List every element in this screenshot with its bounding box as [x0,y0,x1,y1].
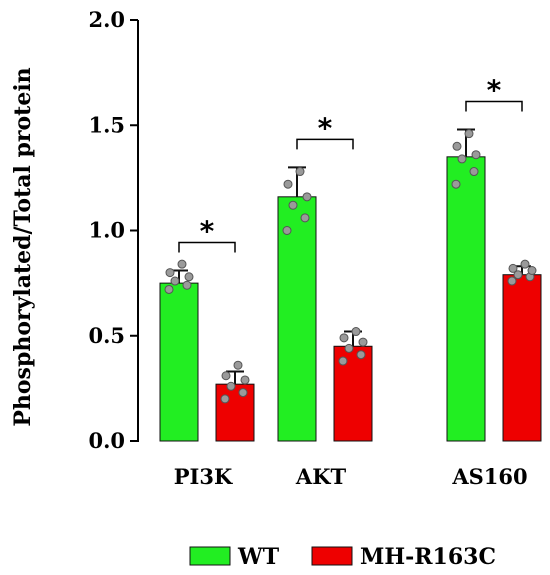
data-point [344,343,354,353]
legend-label: WT [237,544,280,570]
data-point [283,179,293,189]
bar-wt-pi3k [159,282,199,442]
data-points [164,129,537,404]
y-tick-label: 1.0 [88,218,125,243]
bar-mh-r163c-pi3k [215,383,255,442]
x-tick-label: AS160 [451,464,527,489]
data-point [295,167,305,177]
data-point [457,154,467,164]
data-point [469,167,479,177]
y-tick-label: 0.0 [88,428,125,453]
bar-wt-as160 [446,156,486,442]
significance-marker: * [487,73,502,106]
data-point [184,272,194,282]
data-point [300,213,310,223]
data-point [233,360,243,370]
data-point [182,280,192,290]
data-point [288,200,298,210]
significance-marker: * [318,111,333,144]
data-point [527,265,537,275]
y-tick-label: 1.5 [88,112,125,137]
y-tick-label: 0.5 [88,323,125,348]
data-point [513,270,523,280]
legend-swatch [189,546,231,566]
y-axis: 0.0 0.5 1.0 1.5 2.0 [88,7,139,453]
data-point [351,327,361,337]
significance-bracket [465,100,523,112]
significance-brackets: * * * [178,73,523,253]
significance-bracket [296,138,354,150]
data-point [221,371,231,381]
data-point [238,388,248,398]
data-point [451,179,461,189]
data-point [508,263,518,273]
y-tick-label: 2.0 [88,7,125,32]
data-point [507,276,517,286]
data-point [471,150,481,160]
data-point [356,350,366,360]
data-point [452,141,462,151]
data-point [339,333,349,343]
bar-wt-akt [277,196,317,442]
significance-bracket [178,241,236,253]
data-point [220,394,230,404]
data-point [358,337,368,347]
legend: WT MH-R163C [189,544,496,570]
x-tick-label: PI3K [174,464,233,489]
data-point [464,129,474,139]
legend-label: MH-R163C [360,544,496,570]
data-point [165,268,175,278]
data-point [338,356,348,366]
data-point [520,259,530,269]
significance-marker: * [200,214,215,247]
y-axis-label: Phosphorylated/Total protein [10,67,36,426]
data-point [282,226,292,235]
data-point [240,375,250,385]
bars [159,128,542,442]
data-point [302,192,312,202]
bar-mh-r163c-as160 [502,274,542,442]
legend-swatch [311,546,353,566]
data-point [164,284,174,294]
data-point [226,381,236,391]
category-labels: PI3K AKT AS160 [174,464,528,489]
data-point [170,276,180,286]
bar-mh-r163c-akt [333,345,373,442]
data-point [177,259,187,269]
x-tick-label: AKT [295,464,347,489]
